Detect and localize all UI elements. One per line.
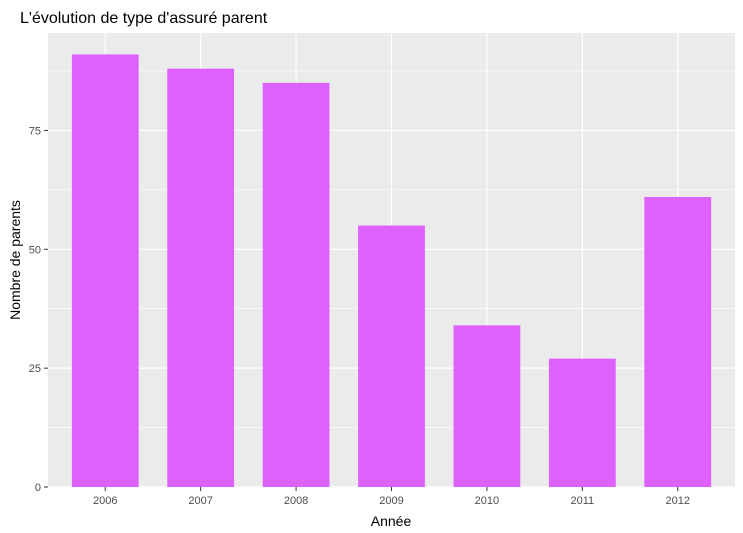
bar-2011 [548,358,616,487]
y-tick-label: 75 [29,125,41,137]
y-tick-label: 0 [35,482,41,494]
y-axis-title: Nombre de parents [7,200,23,320]
bar-2010 [453,325,521,487]
x-tick-label: 2010 [475,495,499,507]
chart-title: L'évolution de type d'assuré parent [20,10,268,27]
y-tick-label: 50 [29,244,41,256]
bars [71,54,712,487]
bar-2008 [262,82,330,487]
bar-2012 [644,197,712,487]
x-tick-label: 2007 [188,495,212,507]
bar-2007 [167,68,235,487]
x-tick-label: 2012 [666,495,690,507]
x-tick-label: 2009 [379,495,403,507]
y-tick-label: 25 [29,363,41,375]
x-tick-label: 2006 [93,495,117,507]
bar-2006 [71,54,139,487]
x-tick-label: 2011 [571,495,595,507]
x-axis: 2006 2007 2008 2009 2010 2011 2012 [93,487,690,507]
x-axis-title: Année [371,513,412,529]
y-axis: 0 25 50 75 [29,125,48,494]
bar-2009 [358,225,425,487]
x-tick-label: 2008 [284,495,308,507]
